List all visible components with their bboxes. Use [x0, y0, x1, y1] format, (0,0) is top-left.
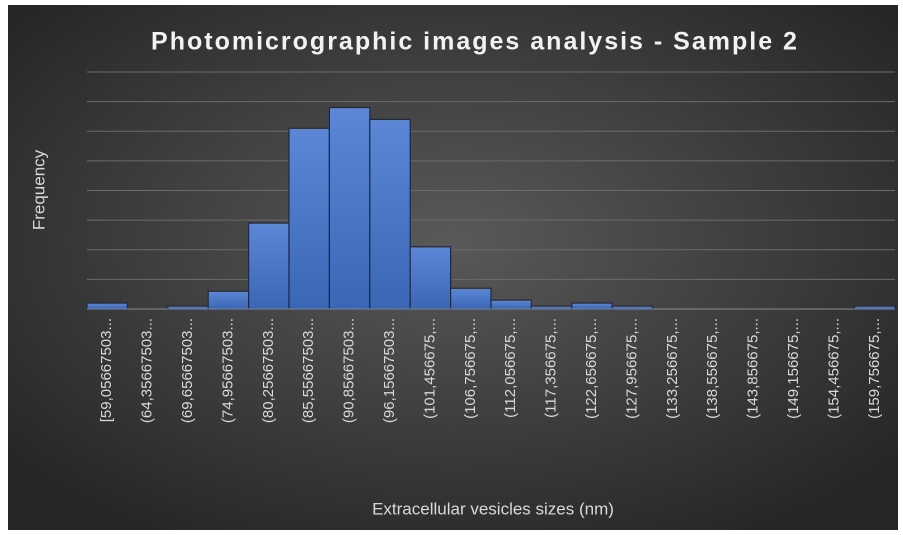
x-tick-label: (149,156675,...: [785, 318, 802, 419]
chart-title: Photomicrographic images analysis - Samp…: [151, 28, 799, 56]
bar: [369, 118, 411, 310]
x-tick-label: (117,356675,...: [543, 318, 560, 418]
bar: [288, 127, 331, 310]
x-tick-label: [59,05667503...: [98, 318, 115, 422]
bar: [571, 302, 613, 310]
x-tick-label: (69,65667503...: [179, 318, 196, 423]
x-tick-label: (154,456675,...: [825, 318, 842, 419]
x-tick-label: (133,256675,...: [664, 318, 681, 419]
x-tick-label: (80,25667503...: [260, 318, 277, 423]
x-tick-label: (112,056675,...: [502, 318, 519, 418]
bar: [409, 246, 452, 310]
x-tick-label: (159,756675,...: [866, 318, 883, 419]
bar: [248, 222, 290, 310]
x-axis-label: Extracellular vesicles sizes (nm): [372, 499, 614, 518]
x-tick-label: (85,55667503...: [300, 318, 317, 423]
x-tick-label: (138,556675,...: [704, 318, 721, 419]
bar: [86, 302, 129, 310]
x-tick-label: (127,956675,...: [623, 318, 640, 419]
x-tick-label: (143,856675,...: [745, 318, 762, 419]
x-tick-label: (122,656675,...: [583, 318, 600, 419]
x-tick-label: (106,756675,...: [462, 318, 479, 419]
x-tick-label: (90,85667503...: [341, 318, 358, 423]
bar: [207, 290, 250, 310]
x-tick-label: (96,15667503...: [381, 318, 398, 423]
bar: [490, 299, 533, 310]
bar: [328, 106, 371, 310]
x-tick-label: (74,95667503...: [219, 318, 236, 423]
x-tick-label: (101,456675,...: [421, 318, 438, 419]
chart-background: [8, 5, 898, 530]
x-tick-label: (64,35667503...: [139, 318, 156, 423]
y-axis-label: Frequency: [29, 149, 48, 230]
bar: [450, 287, 492, 310]
